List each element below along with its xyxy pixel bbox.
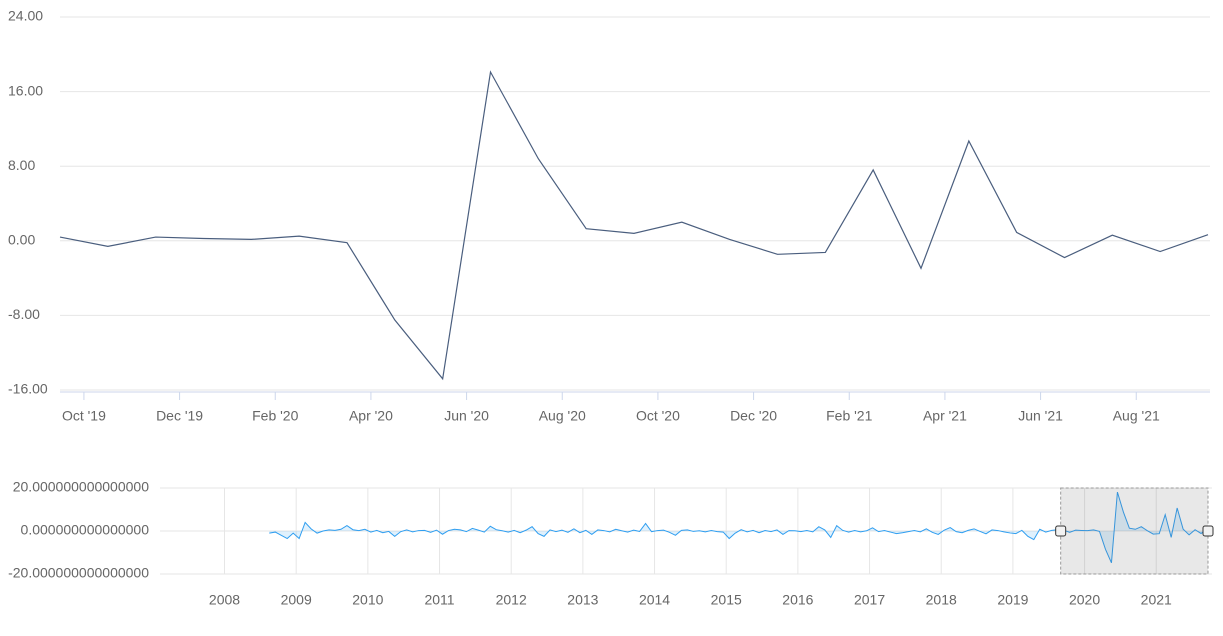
x-tick-label: Apr '21 [923,408,967,424]
area-line [269,491,1208,564]
x-tick-label: 2021 [1141,592,1172,608]
x-tick-label: Jun '20 [444,408,489,424]
y-tick-label: -8.00 [8,306,40,322]
x-tick-label: 2009 [281,592,312,608]
navigator-handle[interactable] [1055,525,1067,537]
x-tick-label: Feb '21 [826,408,872,424]
y-tick-label: 8.00 [8,157,35,173]
x-tick-label: 2012 [496,592,527,608]
y-tick-label: 16.00 [8,82,43,98]
x-tick-label: 2010 [352,592,383,608]
x-tick-label: 2017 [854,592,885,608]
y-tick-label: -20.000000000000000 [8,565,149,581]
x-tick-label: 2016 [782,592,813,608]
x-tick-label: Dec '19 [156,408,203,424]
data-line [59,70,1209,381]
y-tick-label: 24.00 [8,8,43,24]
x-tick-label: 2018 [926,592,957,608]
x-tick-label: 2011 [424,592,454,608]
x-tick-label: 2015 [711,592,742,608]
x-tick-label: Feb '20 [252,408,298,424]
x-tick-label: 2013 [567,592,598,608]
x-tick-label: 2019 [997,592,1028,608]
y-tick-label: -16.00 [8,381,48,397]
x-tick-label: Oct '19 [62,408,106,424]
x-tick-label: Aug '21 [1113,408,1160,424]
x-tick-label: 2014 [639,592,670,608]
y-tick-label: 20.000000000000000 [13,479,149,495]
x-tick-label: 2008 [209,592,240,608]
y-tick-label: 0.000000000000000 [21,522,150,538]
y-tick-label: 0.00 [8,232,35,248]
x-tick-label: Oct '20 [636,408,680,424]
navigator-handle[interactable] [1202,525,1214,537]
x-tick-label: Apr '20 [349,408,393,424]
x-tick-label: Aug '20 [539,408,586,424]
x-tick-label: 2020 [1069,592,1100,608]
x-tick-label: Dec '20 [730,408,777,424]
x-tick-label: Jun '21 [1018,408,1063,424]
navigator-selection[interactable] [1060,487,1209,575]
